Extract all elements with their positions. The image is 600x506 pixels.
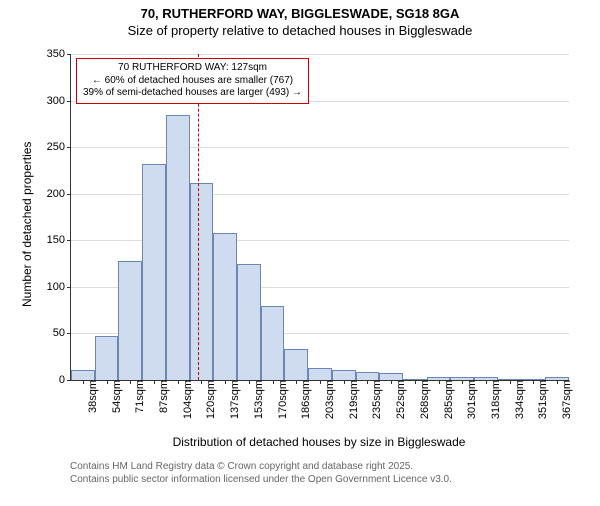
xtick-label: 268sqm xyxy=(415,380,431,419)
ytick-label: 0 xyxy=(59,374,71,386)
xtick-label: 104sqm xyxy=(178,380,194,419)
annotation-line: 39% of semi-detached houses are larger (… xyxy=(83,87,302,100)
histogram-bar xyxy=(213,233,237,380)
xtick-label: 351sqm xyxy=(533,380,549,419)
ytick-label: 100 xyxy=(47,281,71,293)
histogram-bar xyxy=(118,261,142,380)
y-axis-label: Number of detached properties xyxy=(20,142,34,307)
histogram-bar xyxy=(166,115,190,380)
xtick-label: 153sqm xyxy=(249,380,265,419)
xtick-label: 203sqm xyxy=(320,380,336,419)
ytick-label: 350 xyxy=(47,48,71,60)
xtick-label: 38sqm xyxy=(83,380,99,413)
ytick-label: 300 xyxy=(47,95,71,107)
xtick-label: 120sqm xyxy=(201,380,217,419)
annotation-box: 70 RUTHERFORD WAY: 127sqm← 60% of detach… xyxy=(76,58,309,104)
xtick-label: 71sqm xyxy=(130,380,146,413)
histogram-bar xyxy=(261,306,285,381)
gridline xyxy=(71,54,569,55)
ytick-label: 50 xyxy=(53,327,71,339)
histogram-bar xyxy=(545,377,569,380)
annotation-line: 70 RUTHERFORD WAY: 127sqm xyxy=(83,62,302,75)
histogram-bar xyxy=(474,377,498,380)
ytick-label: 200 xyxy=(47,188,71,200)
xtick-label: 334sqm xyxy=(510,380,526,419)
ytick-label: 250 xyxy=(47,141,71,153)
xtick-label: 137sqm xyxy=(225,380,241,419)
histogram-bar xyxy=(522,379,546,380)
histogram-bar xyxy=(450,377,474,380)
histogram-bar xyxy=(284,349,308,380)
histogram-bar xyxy=(95,336,119,380)
xtick-label: 285sqm xyxy=(439,380,455,419)
histogram-bar xyxy=(403,379,427,380)
histogram-bar xyxy=(498,379,522,380)
histogram-bar xyxy=(308,368,332,380)
histogram-bar xyxy=(237,264,261,380)
histogram-bar xyxy=(356,372,380,380)
xtick-label: 54sqm xyxy=(107,380,123,413)
histogram-bar xyxy=(332,370,356,380)
histogram-bar xyxy=(142,164,166,380)
histogram-chart: 0 50 100 150 200 250 300 350 38sqm 54sqm 71sqm 87sq… xyxy=(0,6,600,506)
xtick-label: 318sqm xyxy=(486,380,502,419)
histogram-bar xyxy=(379,373,403,380)
histogram-bar xyxy=(71,370,95,380)
ytick-label: 150 xyxy=(47,234,71,246)
xtick-label: 219sqm xyxy=(344,380,360,419)
xtick-label: 252sqm xyxy=(391,380,407,419)
xtick-label: 170sqm xyxy=(273,380,289,419)
footer-line: Contains HM Land Registry data © Crown c… xyxy=(70,460,452,473)
gridline xyxy=(71,147,569,148)
xtick-label: 235sqm xyxy=(367,380,383,419)
footer-line: Contains public sector information licen… xyxy=(70,473,452,486)
footer-attribution: Contains HM Land Registry data © Crown c… xyxy=(70,460,452,486)
histogram-bar xyxy=(427,377,451,380)
xtick-label: 87sqm xyxy=(154,380,170,413)
xtick-label: 186sqm xyxy=(296,380,312,419)
histogram-bar xyxy=(190,183,214,380)
x-axis-label: Distribution of detached houses by size … xyxy=(70,435,568,449)
annotation-line: ← 60% of detached houses are smaller (76… xyxy=(83,75,302,88)
plot-region: 05010015020025030035038sqm54sqm71sqm87sq… xyxy=(70,54,569,381)
xtick-label: 367sqm xyxy=(557,380,573,419)
xtick-label: 301sqm xyxy=(462,380,478,419)
